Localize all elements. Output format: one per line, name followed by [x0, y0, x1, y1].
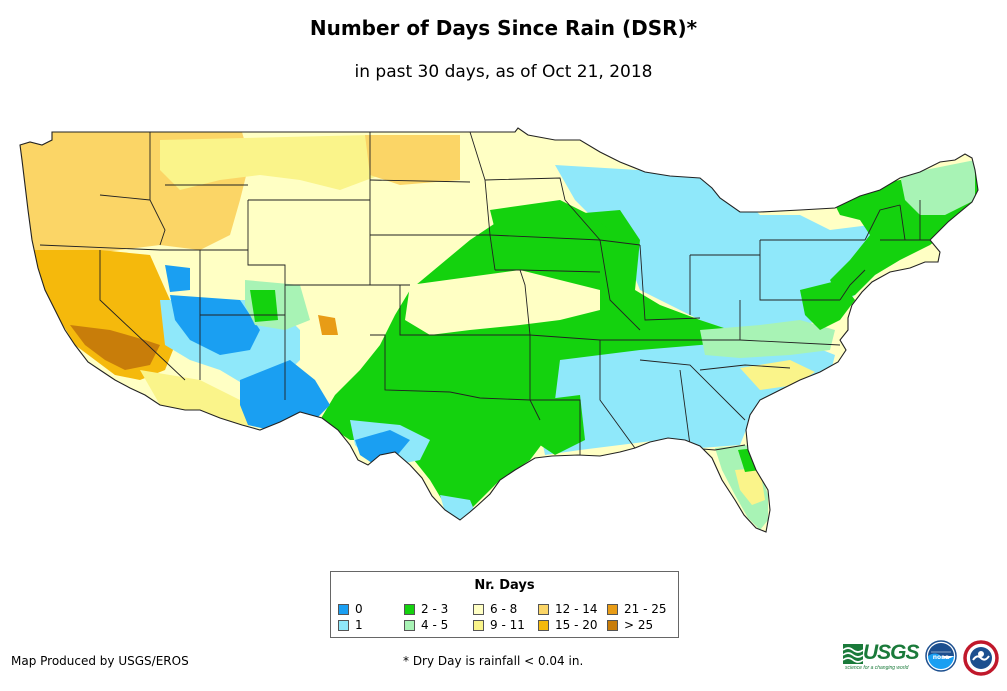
- usgs-logo: USGS science for a changing world: [843, 641, 920, 671]
- map-title: Number of Days Since Rain (DSR)*: [309, 16, 698, 40]
- legend-item-2-3: 2 - 3: [404, 602, 448, 616]
- legend-swatch: [607, 620, 618, 631]
- legend-swatch: [404, 620, 415, 631]
- legend-label: 9 - 11: [490, 618, 525, 632]
- legend-label: 21 - 25: [624, 602, 667, 616]
- legend-item-1: 1: [338, 618, 363, 632]
- legend-item-12-14: 12 - 14: [538, 602, 598, 616]
- legend-swatch: [473, 604, 484, 615]
- legend-item-21-25: 21 - 25: [607, 602, 667, 616]
- agency-logos: USGS science for a changing world noaa: [843, 640, 1003, 680]
- legend-swatch: [338, 620, 349, 631]
- legend-swatch: [404, 604, 415, 615]
- usgs-tagline: science for a changing world: [845, 665, 909, 671]
- legend-item-4-5: 4 - 5: [404, 618, 448, 632]
- producer-credit: Map Produced by USGS/EROS: [11, 654, 189, 668]
- dsr-color-regions: [20, 128, 978, 532]
- usgs-wordmark: USGS: [863, 641, 920, 664]
- legend-swatch: [338, 604, 349, 615]
- legend-swatch: [538, 620, 549, 631]
- legend-swatch: [473, 620, 484, 631]
- legend-title: Nr. Days: [474, 578, 535, 593]
- map-subtitle: in past 30 days, as of Oct 21, 2018: [354, 62, 653, 82]
- legend-item-6-8: 6 - 8: [473, 602, 517, 616]
- legend: Nr. Days 0 1 2 - 3 4 - 5 6 - 8 9 - 11 12…: [330, 571, 679, 638]
- legend-swatch: [607, 604, 618, 615]
- noaa-text: noaa: [933, 654, 950, 661]
- dsr-map: [19, 127, 979, 533]
- legend-label: 2 - 3: [421, 602, 449, 616]
- legend-item-15-20: 15 - 20: [538, 618, 598, 632]
- legend-label: 4 - 5: [421, 618, 449, 632]
- legend-item-over-25: > 25: [607, 618, 653, 632]
- noaa-logo-icon: noaa: [925, 640, 957, 672]
- state-boundaries: [39, 131, 935, 456]
- legend-label: 0: [355, 602, 363, 616]
- legend-label: 6 - 8: [490, 602, 518, 616]
- dry-day-footnote: * Dry Day is rainfall < 0.04 in.: [403, 654, 584, 668]
- legend-swatch: [538, 604, 549, 615]
- legend-label: 15 - 20: [555, 618, 598, 632]
- legend-label: 12 - 14: [555, 602, 598, 616]
- legend-item-9-11: 9 - 11: [473, 618, 525, 632]
- legend-label: 1: [355, 618, 363, 632]
- usgs-wave-icon: [843, 644, 863, 664]
- nws-logo-icon: [963, 640, 999, 676]
- legend-item-0: 0: [338, 602, 363, 616]
- legend-label: > 25: [624, 618, 654, 632]
